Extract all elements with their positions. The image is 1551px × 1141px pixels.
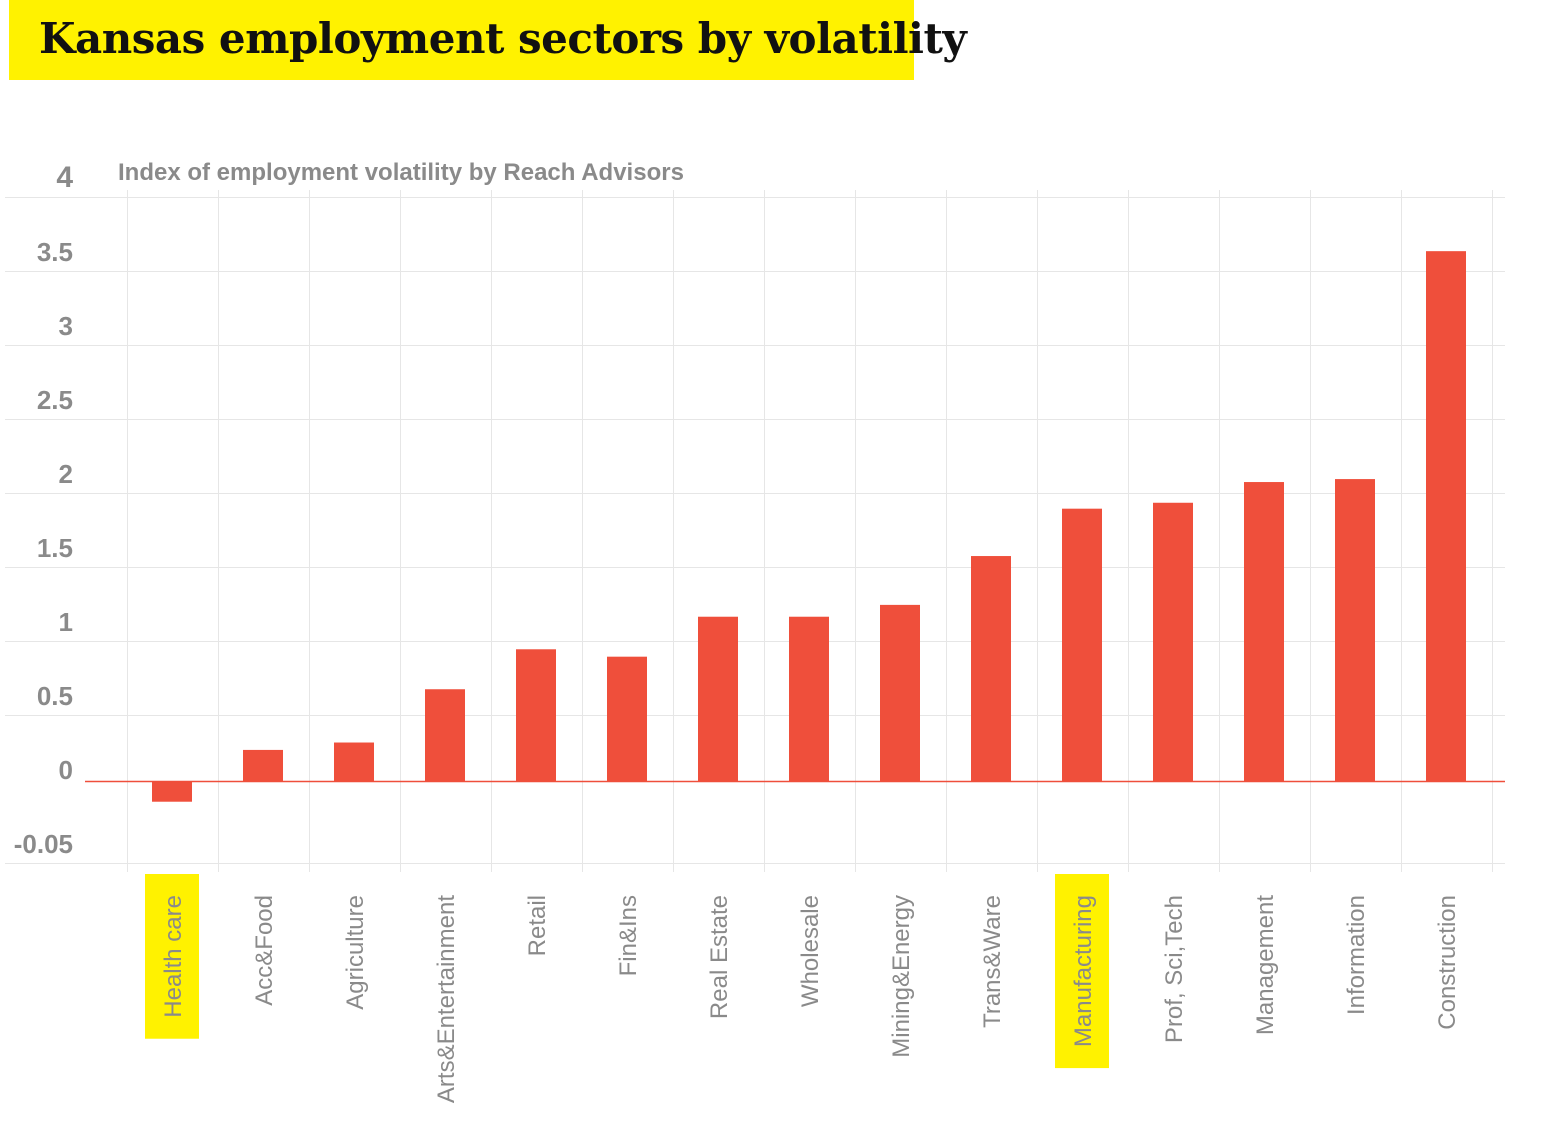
x-tick-label: Information: [1343, 895, 1370, 1015]
y-tick-label: 2: [59, 459, 73, 489]
bar-arts-entertainment: [425, 689, 465, 781]
category-label-group: Arts&Entertainment: [433, 895, 460, 1103]
chart-title: Kansas employment sectors by volatility: [39, 14, 967, 63]
x-tick-label: Mining&Energy: [888, 895, 915, 1058]
category-label-group: Mining&Energy: [888, 895, 915, 1058]
bar-management: [1244, 482, 1284, 781]
category-label-group: Agriculture: [342, 895, 369, 1010]
category-label-group: Real Estate: [706, 895, 733, 1019]
y-axis-title: Index of employment volatility by Reach …: [118, 159, 684, 186]
category-label-group: Acc&Food: [251, 895, 278, 1006]
highlight-box: [1055, 874, 1109, 1069]
x-tick-label: Construction: [1434, 895, 1461, 1030]
bar-mining-energy: [880, 604, 920, 781]
x-tick-label: Fin&Ins: [615, 895, 642, 976]
bar-prof-sci-tech: [1153, 502, 1193, 781]
x-tick-label: Prof, Sci,Tech: [1161, 895, 1188, 1043]
bar-fin-ins: [607, 656, 647, 781]
category-label-group: Management: [1252, 895, 1279, 1035]
y-tick-label: 1: [59, 607, 73, 637]
y-tick-label: 3: [59, 311, 73, 341]
y-tick-label: 3.5: [37, 237, 73, 267]
bar-acc-food: [243, 749, 283, 781]
bar-construction: [1426, 251, 1466, 781]
y-tick-label: 0.5: [37, 681, 73, 711]
category-label-group: Information: [1343, 895, 1370, 1015]
bar-trans-ware: [971, 556, 1011, 781]
category-label-group: Trans&Ware: [979, 895, 1006, 1028]
bar-agriculture: [334, 742, 374, 781]
x-tick-label: Retail: [524, 895, 551, 956]
bar-health-care: [152, 781, 192, 802]
category-label-group: Construction: [1434, 895, 1461, 1030]
bar-manufacturing: [1062, 508, 1102, 781]
x-tick-label: Trans&Ware: [979, 895, 1006, 1028]
y-tick-label: 2.5: [37, 385, 73, 415]
title-banner: Kansas employment sectors by volatility: [9, 0, 967, 80]
y-tick-label: 1.5: [37, 533, 73, 563]
bar-retail: [516, 649, 556, 781]
x-tick-label: Arts&Entertainment: [433, 895, 460, 1103]
x-tick-label: Manufacturing: [1070, 895, 1097, 1047]
x-tick-label: Wholesale: [797, 895, 824, 1007]
y-tick-label: 4: [56, 161, 73, 194]
y-tick-label: -0.05: [14, 829, 73, 859]
category-label-group: Wholesale: [797, 895, 824, 1007]
x-tick-label: Management: [1252, 895, 1279, 1035]
highlight-box: [145, 874, 199, 1039]
bar-wholesale: [789, 616, 829, 781]
x-tick-label: Health care: [160, 895, 187, 1018]
x-tick-label: Real Estate: [706, 895, 733, 1019]
category-label-group: Retail: [524, 895, 551, 956]
category-label-group: Manufacturing: [1055, 874, 1109, 1069]
category-label-group: Fin&Ins: [615, 895, 642, 976]
bar-information: [1335, 479, 1375, 781]
bar-real-estate: [698, 616, 738, 781]
category-label-group: Prof, Sci,Tech: [1161, 895, 1188, 1043]
y-tick-label: 0: [59, 755, 73, 785]
x-tick-label: Acc&Food: [251, 895, 278, 1006]
category-label-group: Health care: [145, 874, 199, 1039]
x-tick-label: Agriculture: [342, 895, 369, 1010]
